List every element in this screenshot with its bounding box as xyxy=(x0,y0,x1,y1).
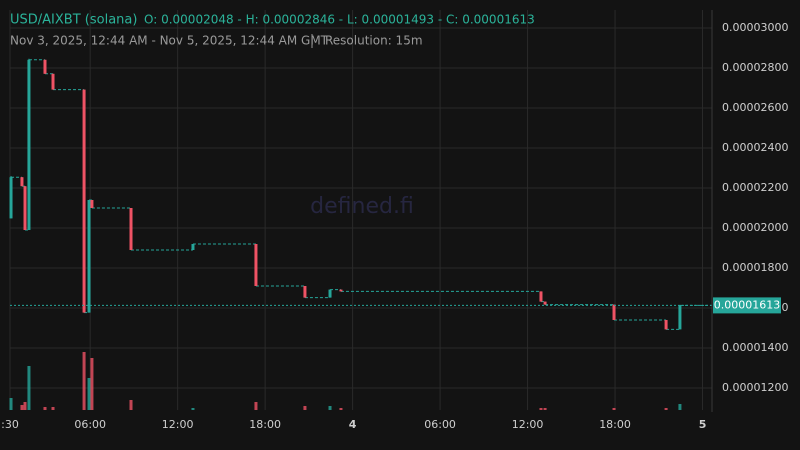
volume-bar xyxy=(303,406,307,410)
y-tick-label: 0.00002600 xyxy=(722,101,788,114)
candle-body xyxy=(90,200,94,208)
candle-body xyxy=(129,208,133,250)
volume-bar xyxy=(51,407,55,410)
candle-body xyxy=(543,301,547,305)
volume-bar xyxy=(82,352,86,410)
x-tick-label: :30 xyxy=(1,418,19,431)
candle-body xyxy=(9,177,13,219)
candle-body xyxy=(20,177,24,187)
watermark: defined.fi xyxy=(310,194,414,219)
volume-bar xyxy=(191,408,195,410)
candle-body xyxy=(612,304,616,320)
y-tick-label: 0.00002200 xyxy=(722,181,788,194)
volume-bar xyxy=(43,407,47,410)
y-tick-label: 0.00002400 xyxy=(722,141,788,154)
candle-body xyxy=(51,73,55,90)
volume-bar xyxy=(612,408,616,410)
volume-bar xyxy=(539,408,543,410)
volume-bar xyxy=(90,358,94,410)
volume-bar xyxy=(254,402,258,410)
volume-bar xyxy=(678,404,682,410)
candle-body xyxy=(678,305,682,330)
volume-bar xyxy=(328,406,332,410)
candle-body xyxy=(27,59,31,230)
x-tick-label: 5 xyxy=(699,418,707,431)
candle-body xyxy=(254,244,258,286)
candle-body xyxy=(191,244,195,250)
candle-body xyxy=(328,289,332,298)
x-tick-label: 12:00 xyxy=(512,418,544,431)
candle-body xyxy=(43,59,47,74)
volume-bar xyxy=(27,366,31,410)
candle-body xyxy=(664,320,668,330)
last-price-label: 0.00001613 xyxy=(714,298,780,311)
candle-body xyxy=(82,89,86,313)
y-tick-label: 0.00002000 xyxy=(722,221,788,234)
volume-bar xyxy=(9,398,13,410)
volume-bar xyxy=(23,402,27,410)
volume-bar xyxy=(20,405,24,410)
chart-title: USD/AIXBT (solana) xyxy=(10,13,137,28)
y-tick-label: 0.00001200 xyxy=(722,381,788,394)
x-tick-label: 12:00 xyxy=(162,418,194,431)
candle-body xyxy=(87,200,91,313)
volume-bar xyxy=(543,408,547,410)
y-tick-label: 0.00003000 xyxy=(722,21,788,34)
candle-body xyxy=(539,291,543,302)
candle-body xyxy=(339,289,343,292)
volume-bar xyxy=(339,408,343,410)
x-tick-label: 06:00 xyxy=(424,418,456,431)
volume-bar xyxy=(87,378,91,410)
time-range: Nov 3, 2025, 12:44 AM - Nov 5, 2025, 12:… xyxy=(10,34,329,48)
resolution: Resolution: 15m xyxy=(325,34,423,48)
y-tick-label: 0.00001400 xyxy=(722,341,788,354)
candle-body xyxy=(303,286,307,298)
ohlc: O: 0.00002048 - H: 0.00002846 - L: 0.000… xyxy=(144,13,535,27)
x-tick-label: 06:00 xyxy=(74,418,106,431)
x-tick-label: 18:00 xyxy=(599,418,631,431)
x-tick-label: 18:00 xyxy=(249,418,281,431)
last-price-tag xyxy=(713,297,781,314)
y-tick-label: 0.00002800 xyxy=(722,61,788,74)
volume-bar xyxy=(129,400,133,410)
x-tick-label: 4 xyxy=(349,418,357,431)
candle-body xyxy=(23,186,27,230)
plot xyxy=(9,58,712,410)
y-tick-label: 0.00001800 xyxy=(722,261,788,274)
volume-bar xyxy=(664,408,668,410)
